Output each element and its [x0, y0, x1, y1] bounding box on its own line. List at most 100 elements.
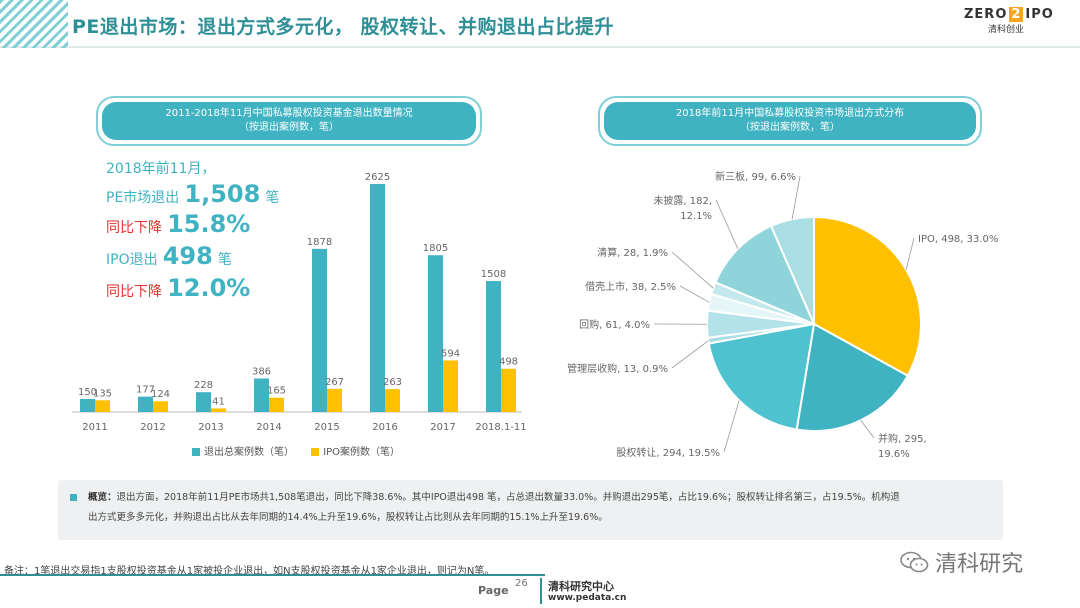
- bar-label-ipo-2011: 135: [93, 388, 112, 399]
- title-bar: [0, 0, 1080, 48]
- bar-label-total-2016: 2625: [365, 172, 390, 183]
- bar-category-label-2012: 2012: [140, 422, 165, 433]
- bar-total-2016: [370, 184, 385, 412]
- stats-line-total-change: 同比下降 15.8%: [106, 210, 250, 238]
- pie-slice-8: [769, 215, 815, 325]
- logo-subtitle: 清科创业: [987, 25, 1024, 35]
- bar-label-ipo-2018.1-11: 498: [499, 357, 518, 368]
- bar-total-2018.1-11: [486, 281, 501, 412]
- pie-leader-slice-5: [679, 285, 710, 303]
- summary-box: 概览：退出方面，2018年前11月PE市场共1,508笔退出，同比下降38.6%…: [58, 480, 1003, 540]
- pie-label-slice-1: 并购, 295, 19.6%: [878, 432, 927, 460]
- bar-category-label-2014: 2014: [256, 422, 281, 433]
- stats-ipo-change-prefix: 同比下降: [106, 284, 162, 300]
- wechat-account-name: 清科研究: [935, 552, 1024, 577]
- wechat-icon: [900, 551, 929, 573]
- bar-total-2011: [80, 398, 95, 412]
- bar-category-label-2018.1-11: 2018.1-11: [475, 422, 526, 433]
- stats-total-suffix: 笔: [265, 190, 280, 206]
- bar-category-label-2013: 2013: [198, 422, 223, 433]
- bar-ipo-2017: [443, 360, 458, 412]
- footer-url: www.pedata.cn: [548, 593, 627, 603]
- stats-line-ipo-change: 同比下降 12.0%: [106, 274, 250, 302]
- bar-label-ipo-2013: 41: [212, 396, 225, 407]
- bar-category-label-2017: 2017: [430, 422, 455, 433]
- summary-label: 概览：: [88, 492, 117, 503]
- pie-leader-slice-6: [671, 251, 714, 289]
- bar-chart-subtitle: （按退出案例数，笔）: [239, 122, 339, 133]
- stats-total-change-prefix: 同比下降: [106, 220, 162, 236]
- bar-total-2013: [196, 392, 211, 412]
- bar-label-total-2013: 228: [194, 380, 213, 391]
- summary-line-1: 概览：退出方面，2018年前11月PE市场共1,508笔退出，同比下降38.6%…: [88, 488, 989, 508]
- footer-separator: [540, 578, 542, 604]
- pie-chart-title: 2018年前11月中国私募股权投资市场退出方式分布: [675, 108, 905, 119]
- bar-label-ipo-2016: 263: [383, 377, 402, 388]
- pie-label-slice-3: 管理层收购, 13, 0.9%: [567, 362, 668, 375]
- stats-ipo-value: 498: [162, 242, 213, 270]
- bar-ipo-2018.1-11: [501, 368, 516, 412]
- logo-text-right: IPO: [1025, 7, 1054, 22]
- bar-chart-legend: 退出总案例数（笔） IPO案例数（笔）: [192, 443, 400, 458]
- pie-slice-1: [795, 322, 910, 432]
- pie-leader-slice-3: [671, 340, 709, 369]
- stats-line-total: PE市场退出 1,508 笔: [106, 180, 279, 208]
- pie-label-slice-0: IPO, 498, 33.0%: [918, 234, 998, 245]
- bar-ipo-2011: [95, 400, 110, 412]
- pie-label-slice-8: 新三板, 99, 6.6%: [715, 170, 796, 183]
- pie-leader-slice-1: [860, 420, 875, 439]
- stats-total-prefix: PE市场退出: [106, 190, 180, 206]
- bar-label-total-2014: 386: [252, 366, 271, 377]
- pie-slice-2: [707, 322, 816, 431]
- zero2ipo-logo: ZERO 2 IPO 清科创业: [964, 7, 1053, 35]
- footer-brand: 清科研究中心: [548, 580, 614, 593]
- pie-leader-slice-8: [791, 175, 801, 220]
- page-number: 26: [515, 578, 528, 589]
- pie-label-slice-4: 回购, 61, 4.0%: [579, 318, 650, 331]
- stats-ipo-prefix: IPO退出: [106, 252, 158, 268]
- bar-total-2014: [254, 378, 269, 412]
- bar-ipo-2013: [211, 408, 226, 412]
- logo-text-left: ZERO: [964, 7, 1008, 22]
- bar-label-ipo-2012: 124: [151, 389, 170, 400]
- bar-label-ipo-2014: 165: [267, 386, 286, 397]
- wechat-watermark: 清科研究: [900, 546, 1023, 578]
- pie-chart-header: 2018年前11月中国私募股权投资市场退出方式分布 （按退出案例数，笔）: [598, 96, 982, 146]
- bar-label-ipo-2017: 594: [441, 348, 460, 359]
- legend-label-ipo: IPO案例数（笔）: [323, 447, 401, 458]
- bar-label-total-2017: 1805: [423, 243, 448, 254]
- pie-label-slice-2: 股权转让, 294, 19.5%: [616, 446, 720, 459]
- page-label: Page: [478, 584, 509, 597]
- stats-line-period: 2018年前11月，: [106, 161, 216, 177]
- legend-swatch-total: [192, 448, 200, 456]
- pie-chart-subtitle: （按退出案例数，笔）: [740, 122, 840, 133]
- bar-total-2012: [138, 396, 153, 412]
- bar-label-total-2011: 150: [78, 387, 97, 398]
- bar-ipo-2016: [385, 389, 400, 412]
- pie-leader-slice-2: [723, 400, 740, 453]
- legend-swatch-ipo: [311, 448, 320, 456]
- bar-label-total-2018.1-11: 1508: [481, 269, 506, 280]
- bar-total-2015: [312, 248, 327, 412]
- bar-label-total-2012: 177: [136, 385, 155, 396]
- bar-ipo-2012: [153, 401, 168, 412]
- stats-line-ipo: IPO退出 498 笔: [106, 242, 232, 270]
- pie-label-slice-5: 借壳上市, 38, 2.5%: [585, 280, 676, 293]
- pie-leader-slice-7: [715, 199, 739, 249]
- bar-category-label-2016: 2016: [372, 422, 397, 433]
- logo-text-mid: 2: [1009, 7, 1024, 22]
- legend-label-total: 退出总案例数（笔）: [204, 447, 294, 458]
- stats-total-change-value: 15.8%: [167, 210, 251, 238]
- bar-ipo-2014: [269, 397, 284, 412]
- bar-chart-header: 2011-2018年11月中国私募股权投资基金退出数量情况 （按退出案例数，笔）: [96, 96, 482, 146]
- stats-ipo-suffix: 笔: [217, 252, 232, 268]
- bar-category-label-2011: 2011: [82, 422, 107, 433]
- pie-slice-0: [813, 215, 922, 378]
- bar-label-ipo-2015: 267: [325, 377, 344, 388]
- footnote: 备注：1笔退出交易指1支股权投资基金从1家被投企业退出，如N支股权投资基金从1家…: [4, 566, 495, 577]
- pie-label-slice-7: 未披露, 182, 12.1%: [653, 194, 712, 222]
- summary-text-1: 退出方面，2018年前11月PE市场共1,508笔退出，同比下降38.6%。其中…: [116, 492, 900, 503]
- bar-total-2017: [428, 255, 443, 412]
- bar-label-total-2015: 1878: [307, 237, 332, 248]
